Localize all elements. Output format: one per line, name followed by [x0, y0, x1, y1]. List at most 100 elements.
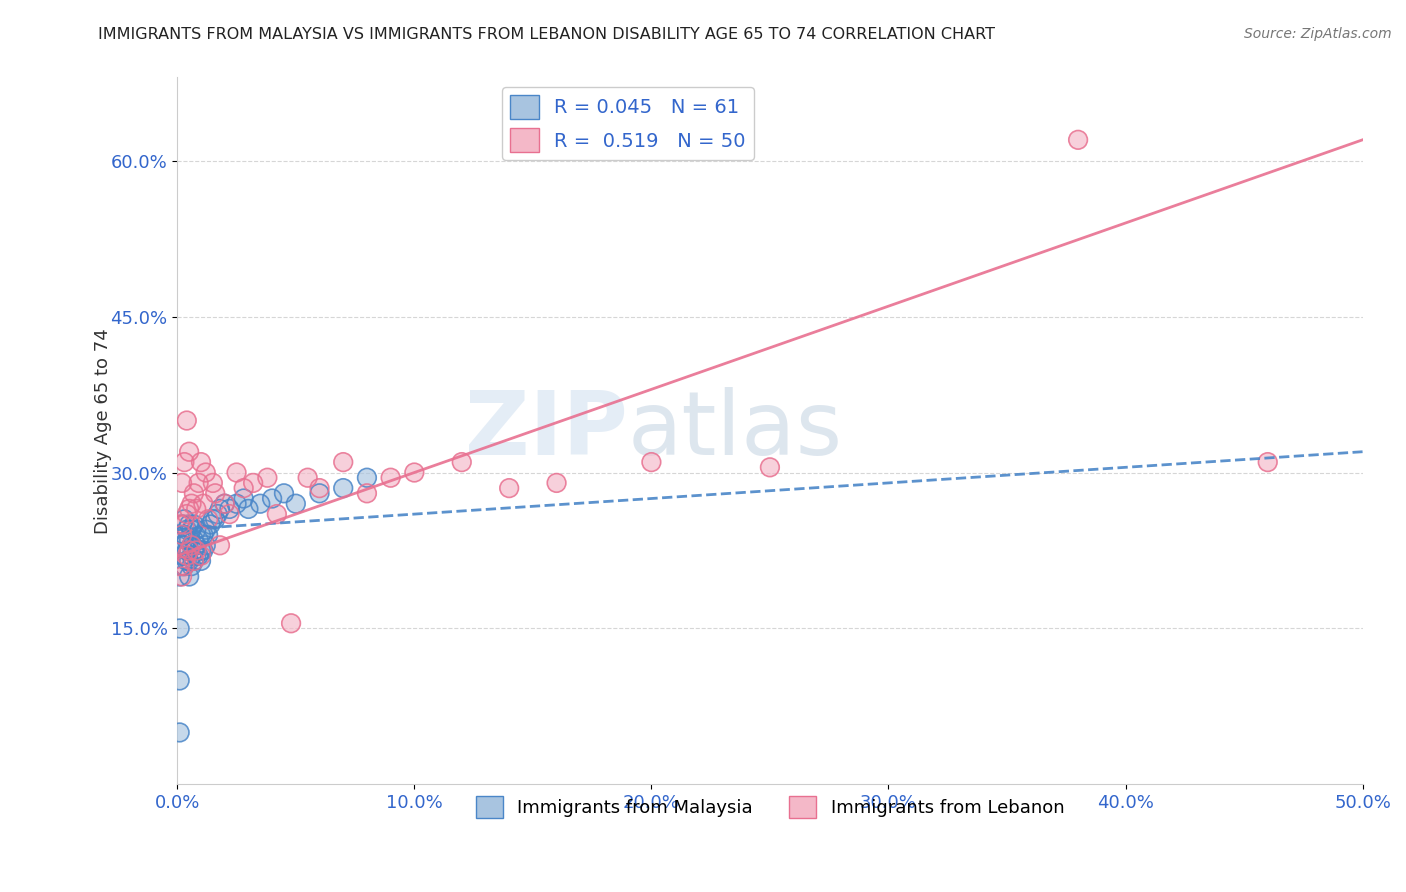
Point [170, 538, 193, 552]
Legend: Immigrants from Malaysia, Immigrants from Lebanon: Immigrants from Malaysia, Immigrants fro… [468, 789, 1071, 825]
Point [183, 543, 205, 558]
Point [173, 512, 195, 526]
Point [173, 528, 195, 542]
Point [194, 523, 217, 537]
Point [194, 538, 217, 552]
Point [546, 475, 568, 490]
Point [169, 517, 191, 532]
Point [232, 481, 254, 495]
Point [173, 559, 195, 574]
Point [187, 533, 209, 547]
Point [176, 549, 198, 563]
Point [207, 507, 229, 521]
Point [380, 471, 402, 485]
Point [186, 543, 208, 558]
Point [356, 471, 378, 485]
Point [169, 673, 191, 688]
Point [190, 543, 212, 558]
Point [214, 497, 236, 511]
Point [173, 455, 195, 469]
Point [218, 502, 240, 516]
Point [194, 523, 217, 537]
Point [249, 497, 271, 511]
Point [180, 549, 202, 563]
Point [273, 486, 295, 500]
Point [200, 517, 222, 532]
Point [332, 455, 354, 469]
Point [173, 559, 195, 574]
Point [194, 538, 217, 552]
Point [183, 517, 205, 532]
Point [183, 517, 205, 532]
Point [170, 528, 193, 542]
Point [201, 512, 224, 526]
Point [1067, 133, 1090, 147]
Point [180, 497, 202, 511]
Point [176, 554, 198, 568]
Point [356, 471, 378, 485]
Point [170, 528, 193, 542]
Point [450, 455, 472, 469]
Point [194, 466, 217, 480]
Point [180, 538, 202, 552]
Point [186, 543, 208, 558]
Point [176, 507, 198, 521]
Point [546, 475, 568, 490]
Point [179, 569, 201, 583]
Point [183, 533, 205, 547]
Point [179, 569, 201, 583]
Point [179, 543, 201, 558]
Point [186, 538, 208, 552]
Point [208, 538, 231, 552]
Point [169, 517, 191, 532]
Point [169, 725, 191, 739]
Text: atlas: atlas [627, 387, 842, 475]
Point [190, 549, 212, 563]
Point [173, 559, 195, 574]
Point [173, 455, 195, 469]
Point [187, 475, 209, 490]
Point [173, 512, 195, 526]
Point [173, 517, 195, 532]
Point [190, 543, 212, 558]
Point [183, 533, 205, 547]
Point [207, 507, 229, 521]
Point [197, 528, 219, 542]
Point [242, 475, 264, 490]
Point [225, 466, 247, 480]
Point [169, 622, 191, 636]
Point [280, 616, 302, 631]
Point [176, 549, 198, 563]
Point [169, 559, 191, 574]
Point [176, 523, 198, 537]
Point [218, 502, 240, 516]
Text: IMMIGRANTS FROM MALAYSIA VS IMMIGRANTS FROM LEBANON DISABILITY AGE 65 TO 74 CORR: IMMIGRANTS FROM MALAYSIA VS IMMIGRANTS F… [98, 27, 995, 42]
Point [176, 507, 198, 521]
Point [173, 528, 195, 542]
Point [186, 502, 208, 516]
Point [193, 543, 215, 558]
Point [169, 622, 191, 636]
Point [179, 554, 201, 568]
Point [169, 725, 191, 739]
Point [190, 554, 212, 568]
Point [169, 569, 191, 583]
Point [232, 491, 254, 506]
Point [273, 486, 295, 500]
Point [179, 533, 201, 547]
Point [173, 559, 195, 574]
Point [187, 549, 209, 563]
Point [197, 512, 219, 526]
Point [332, 455, 354, 469]
Point [242, 475, 264, 490]
Y-axis label: Disability Age 65 to 74: Disability Age 65 to 74 [94, 328, 112, 533]
Point [186, 523, 208, 537]
Point [193, 497, 215, 511]
Point [201, 475, 224, 490]
Point [308, 481, 330, 495]
Point [256, 471, 278, 485]
Point [498, 481, 520, 495]
Point [1257, 455, 1279, 469]
Point [256, 471, 278, 485]
Point [262, 491, 284, 506]
